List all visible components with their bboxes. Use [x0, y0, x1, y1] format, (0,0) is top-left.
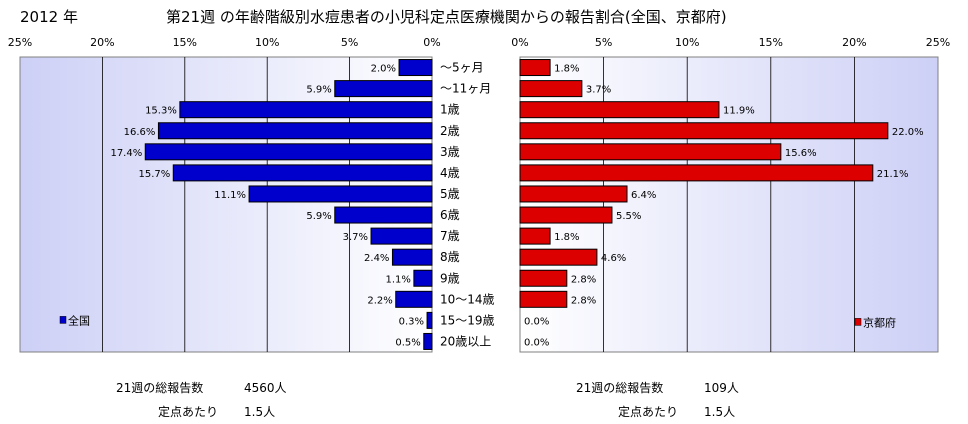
bar-national [398, 59, 433, 77]
tick-label-kyoto: 0% [511, 36, 528, 49]
value-label-kyoto: 6.4% [631, 190, 656, 201]
bar-national [179, 101, 433, 119]
bar-kyoto [519, 59, 551, 77]
national-per-value: 1.5人 [244, 405, 276, 419]
legend-label-kyoto: 京都府 [863, 315, 896, 329]
kyoto-total-value: 109人 [704, 381, 739, 395]
category-label: 4歳 [440, 166, 460, 180]
value-label-national: 0.5% [395, 337, 420, 348]
bar-kyoto [519, 248, 598, 266]
category-label: 9歳 [440, 271, 460, 285]
value-label-kyoto: 2.8% [571, 274, 596, 285]
value-label-national: 11.1% [214, 190, 246, 201]
value-label-national: 15.3% [145, 106, 177, 117]
tick-label-national: 10% [255, 36, 279, 49]
bar-national [426, 311, 433, 329]
category-label: 7歳 [440, 229, 460, 243]
value-label-national: 2.0% [371, 64, 396, 75]
tick-label-national: 25% [8, 36, 32, 49]
bar-national [370, 227, 433, 245]
national-total-value: 4560人 [244, 381, 287, 395]
category-label: 1歳 [440, 103, 460, 117]
bar-national [157, 122, 433, 140]
tick-label-kyoto: 25% [926, 36, 950, 49]
bar-kyoto [519, 101, 720, 119]
bar-national [395, 290, 433, 308]
value-label-national: 15.7% [138, 169, 170, 180]
bar-kyoto [519, 164, 874, 182]
bar-kyoto [519, 227, 551, 245]
bar-kyoto [519, 122, 889, 140]
tick-label-kyoto: 15% [759, 36, 783, 49]
value-label-kyoto: 0.0% [524, 316, 549, 327]
bar-kyoto [519, 80, 583, 98]
category-label: 2歳 [440, 124, 460, 138]
category-label: 15～19歳 [440, 313, 495, 327]
category-label: 6歳 [440, 208, 460, 222]
chart-title: 第21週 の年齢階級別水痘患者の小児科定点医療機関からの報告割合(全国、京都府) [166, 8, 727, 26]
bar-kyoto [519, 290, 568, 308]
tick-label-national: 15% [173, 36, 197, 49]
value-label-kyoto: 1.8% [554, 232, 579, 243]
bar-national [334, 80, 433, 98]
value-label-kyoto: 11.9% [723, 106, 755, 117]
value-label-kyoto: 1.8% [554, 64, 579, 75]
value-label-national: 3.7% [343, 232, 368, 243]
value-label-national: 16.6% [124, 127, 156, 138]
bar-kyoto [519, 185, 628, 203]
year-label: 2012 年 [20, 8, 78, 26]
value-label-national: 2.4% [364, 253, 389, 264]
value-label-kyoto: 22.0% [892, 127, 924, 138]
bar-national [334, 206, 433, 224]
value-label-national: 1.1% [385, 274, 410, 285]
national-per-label: 定点あたり [158, 405, 219, 419]
legend-swatch-kyoto [854, 318, 862, 326]
value-label-kyoto: 3.7% [586, 85, 611, 96]
value-label-kyoto: 5.5% [616, 211, 641, 222]
legend-swatch-national [59, 316, 67, 324]
bar-kyoto [519, 269, 568, 287]
tick-label-kyoto: 5% [595, 36, 612, 49]
category-label: 8歳 [440, 250, 460, 264]
bar-kyoto [519, 206, 613, 224]
value-label-national: 5.9% [306, 211, 331, 222]
bar-national [172, 164, 433, 182]
kyoto-per-label: 定点あたり [618, 405, 679, 419]
bar-national [248, 185, 433, 203]
value-label-kyoto: 0.0% [524, 337, 549, 348]
tick-label-kyoto: 10% [675, 36, 699, 49]
bar-national [423, 332, 433, 350]
value-label-kyoto: 21.1% [877, 169, 909, 180]
category-label: ～11ヶ月 [440, 82, 491, 96]
category-label: 3歳 [440, 145, 460, 159]
tick-label-national: 5% [341, 36, 358, 49]
bar-national [391, 248, 433, 266]
category-label: 5歳 [440, 187, 460, 201]
value-label-national: 5.9% [306, 85, 331, 96]
kyoto-total-label: 21週の総報告数 [576, 381, 664, 395]
category-label: 10～14歳 [440, 292, 495, 306]
bar-kyoto [519, 143, 782, 161]
bar-national [144, 143, 433, 161]
category-label: ～5ヶ月 [440, 61, 484, 75]
value-label-kyoto: 4.6% [601, 253, 626, 264]
legend-label-national: 全国 [68, 313, 90, 327]
value-label-kyoto: 15.6% [785, 148, 817, 159]
value-label-national: 2.2% [367, 295, 392, 306]
tick-label-national: 0% [423, 36, 440, 49]
value-label-national: 17.4% [110, 148, 142, 159]
tick-label-kyoto: 20% [842, 36, 866, 49]
value-label-national: 0.3% [399, 316, 424, 327]
category-label: 20歳以上 [440, 334, 491, 348]
tick-label-national: 20% [90, 36, 114, 49]
bar-national [413, 269, 433, 287]
national-total-label: 21週の総報告数 [116, 381, 204, 395]
kyoto-per-value: 1.5人 [704, 405, 736, 419]
value-label-kyoto: 2.8% [571, 295, 596, 306]
